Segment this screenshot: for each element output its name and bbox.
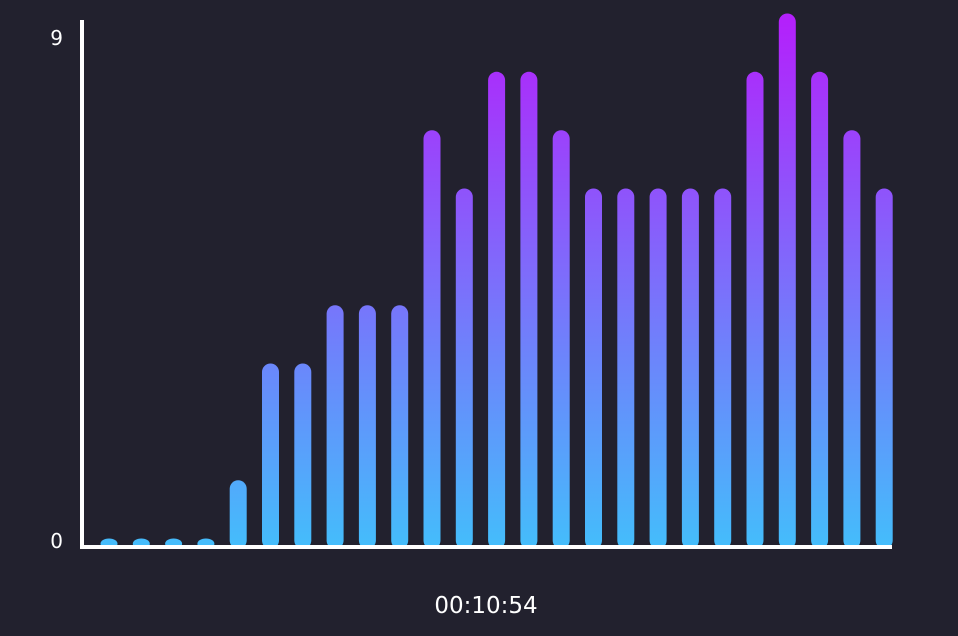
- bar-8: [326, 305, 344, 549]
- bar-16: [585, 188, 602, 549]
- bar-23: [811, 71, 829, 550]
- bar-12: [455, 188, 473, 549]
- y-tick-label-max: 9: [50, 26, 63, 50]
- bar-13: [488, 71, 506, 550]
- y-tick-label-min: 0: [50, 529, 63, 553]
- elapsed-time-label: 00:10:54: [434, 593, 537, 619]
- bar-7: [294, 363, 312, 549]
- bar-14: [520, 71, 538, 550]
- bar-15: [552, 130, 570, 549]
- bar-18: [649, 188, 667, 549]
- bar-11: [423, 130, 441, 549]
- bar-25: [875, 188, 893, 549]
- bar-5: [229, 480, 247, 549]
- bar-6: [262, 363, 279, 549]
- bar-17: [617, 188, 635, 549]
- bar-19: [681, 188, 699, 549]
- bar-9: [358, 305, 376, 549]
- bar-20: [714, 188, 732, 549]
- bar-22: [778, 13, 796, 549]
- bar-10: [391, 305, 409, 549]
- bars-group: [100, 13, 893, 550]
- bar-24: [843, 130, 861, 549]
- bar-21: [746, 71, 764, 550]
